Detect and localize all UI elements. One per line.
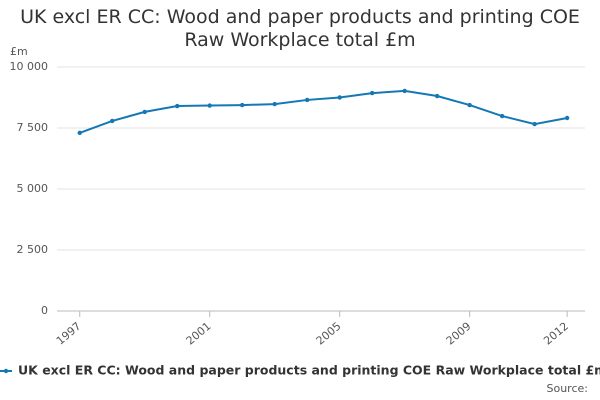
y-tick-label: 10 000	[10, 60, 49, 73]
point	[240, 102, 245, 108]
point	[369, 90, 375, 96]
point	[532, 121, 537, 127]
point	[207, 103, 212, 108]
legend-marker	[3, 368, 9, 374]
x-tick-label: 2012	[541, 320, 571, 348]
source: Source:	[547, 382, 589, 395]
point	[304, 97, 310, 103]
y-tick-label: 0	[41, 304, 48, 317]
y-tick-label: 2 500	[17, 243, 49, 256]
point	[110, 118, 115, 124]
point	[175, 103, 180, 109]
x-tick-label: 2005	[314, 320, 344, 348]
point	[77, 130, 82, 136]
point	[272, 101, 277, 107]
chart-title: UK excl ER CC: Wood and paper products a…	[20, 6, 580, 51]
line	[79, 89, 568, 134]
x-tick-label: 1997	[54, 320, 84, 348]
point	[402, 88, 407, 94]
legend-label: UK excl ER CC: Wood and paper products a…	[18, 363, 600, 378]
y-axis-label: £m	[10, 45, 28, 58]
x-tick-label: 2001	[184, 320, 214, 348]
x-tick-label: 2009	[444, 320, 474, 348]
point	[142, 109, 147, 115]
point	[467, 102, 472, 108]
point	[337, 95, 342, 100]
point	[434, 93, 440, 99]
point	[564, 115, 570, 121]
y-tick-label: 5 000	[17, 182, 49, 195]
point	[499, 113, 505, 119]
y-tick-label: 7 500	[17, 121, 49, 134]
